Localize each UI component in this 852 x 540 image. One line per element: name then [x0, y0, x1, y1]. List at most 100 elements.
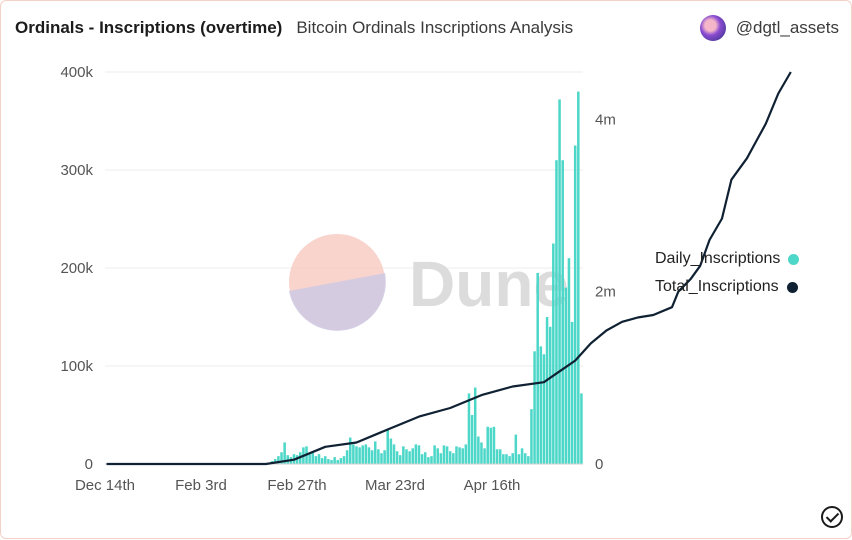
y-left-tick-label: 100k	[60, 358, 93, 375]
bar	[333, 457, 336, 464]
bar	[452, 453, 455, 464]
bar	[371, 450, 374, 464]
bar	[352, 444, 355, 464]
bar	[330, 460, 333, 464]
bar	[386, 429, 389, 464]
bar	[349, 438, 352, 464]
y-right-tick-label: 0	[595, 456, 603, 473]
bar	[446, 446, 449, 464]
bar	[405, 449, 408, 464]
bar	[502, 454, 505, 464]
bar	[399, 455, 402, 464]
bar	[318, 454, 321, 464]
bar	[418, 445, 421, 464]
bar	[540, 346, 543, 464]
bar	[558, 99, 561, 464]
bar	[440, 453, 443, 464]
bar	[561, 160, 564, 464]
bar	[571, 322, 574, 464]
x-tick-label: Feb 3rd	[175, 477, 227, 494]
bar	[343, 456, 346, 464]
bar	[565, 288, 568, 464]
y-right-tick-label: 2m	[595, 284, 616, 301]
bar	[530, 409, 533, 464]
bar	[477, 437, 480, 464]
bar	[377, 449, 380, 464]
bar	[402, 446, 405, 464]
x-tick-label: Apr 16th	[464, 477, 521, 494]
bar	[308, 454, 311, 464]
bar	[358, 447, 361, 464]
bar	[321, 458, 324, 464]
bar	[346, 450, 349, 464]
chart-legend: Daily_Inscriptions Total_Inscriptions	[655, 245, 799, 301]
y-left-tick-label: 0	[85, 456, 93, 473]
x-tick-label: Feb 27th	[267, 477, 326, 494]
watermark-text: Dune	[409, 248, 569, 320]
bar	[577, 92, 580, 464]
legend-item-daily[interactable]: Daily_Inscriptions	[655, 245, 799, 273]
bar	[543, 354, 546, 464]
bar	[580, 393, 583, 464]
bar	[340, 458, 343, 464]
y-left-tick-label: 400k	[60, 64, 93, 81]
y-left-tick-label: 300k	[60, 162, 93, 179]
bar	[380, 453, 383, 464]
bar	[408, 451, 411, 464]
bar	[458, 447, 461, 464]
bar	[315, 456, 318, 464]
bar	[518, 454, 521, 464]
bar	[383, 450, 386, 464]
bar	[533, 351, 536, 464]
bar	[430, 456, 433, 464]
x-tick-label: Dec 14th	[75, 477, 135, 494]
bar	[374, 441, 377, 464]
bar	[505, 454, 508, 464]
bar	[536, 273, 539, 464]
legend-item-total[interactable]: Total_Inscriptions	[655, 273, 799, 301]
bar	[393, 444, 396, 464]
bar	[508, 456, 511, 464]
bar	[555, 160, 558, 464]
bar	[552, 244, 555, 465]
bar	[496, 449, 499, 464]
bar	[493, 427, 496, 464]
bar	[455, 446, 458, 464]
bar	[443, 445, 446, 464]
bar	[336, 460, 339, 464]
x-tick-label: Mar 23rd	[365, 477, 425, 494]
bar	[483, 448, 486, 464]
bar	[324, 456, 327, 464]
bar	[421, 454, 424, 464]
bar	[490, 428, 493, 464]
bar	[480, 442, 483, 464]
bar	[327, 459, 330, 464]
y-left-tick-label: 200k	[60, 260, 93, 277]
bar	[515, 435, 518, 464]
bar	[546, 317, 549, 464]
bar	[574, 146, 577, 465]
bar	[427, 457, 430, 464]
bar	[499, 449, 502, 464]
bar	[365, 444, 368, 464]
bar	[396, 451, 399, 464]
bar	[355, 446, 358, 464]
legend-dot-daily	[788, 254, 799, 265]
bar	[471, 415, 474, 464]
bar	[390, 439, 393, 464]
bar	[549, 327, 552, 464]
bar	[415, 444, 418, 464]
check-circle-icon[interactable]	[821, 506, 843, 528]
legend-dot-total	[787, 282, 798, 293]
bar	[521, 448, 524, 464]
bar	[433, 445, 436, 464]
y-right-tick-label: 4m	[595, 111, 616, 128]
bar	[461, 448, 464, 464]
bar	[524, 453, 527, 464]
bar	[424, 452, 427, 464]
bar	[361, 445, 364, 464]
bar	[436, 448, 439, 464]
bar	[568, 258, 571, 464]
bar	[468, 393, 471, 464]
